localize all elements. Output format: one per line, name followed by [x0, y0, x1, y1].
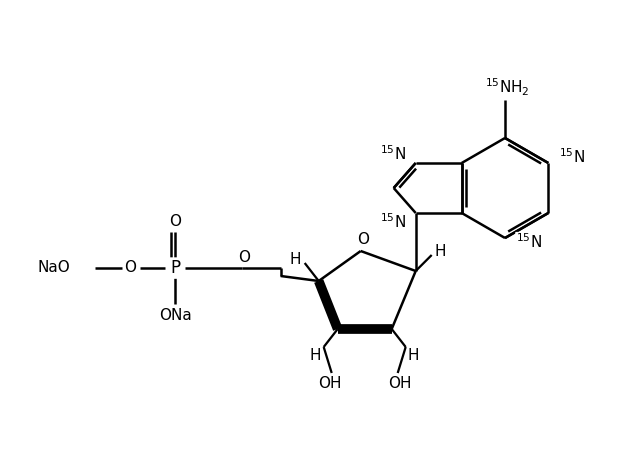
Text: H: H: [435, 244, 447, 258]
Text: $^{15}$N: $^{15}$N: [380, 145, 406, 163]
Text: H: H: [310, 348, 321, 363]
Text: H: H: [408, 348, 419, 363]
Text: O: O: [169, 213, 181, 229]
Text: NaO: NaO: [37, 261, 70, 276]
Text: $^{15}$N: $^{15}$N: [516, 233, 542, 251]
Text: ONa: ONa: [159, 308, 191, 323]
Text: OH: OH: [388, 377, 412, 391]
Text: O: O: [356, 233, 369, 248]
Text: O: O: [124, 261, 136, 276]
Text: $^{15}$NH$_2$: $^{15}$NH$_2$: [485, 76, 529, 98]
Text: $^{15}$N: $^{15}$N: [559, 147, 586, 166]
Text: P: P: [170, 259, 180, 277]
Text: $^{15}$N: $^{15}$N: [380, 213, 406, 231]
Text: H: H: [290, 252, 301, 267]
Text: O: O: [238, 250, 250, 266]
Text: OH: OH: [318, 377, 342, 391]
